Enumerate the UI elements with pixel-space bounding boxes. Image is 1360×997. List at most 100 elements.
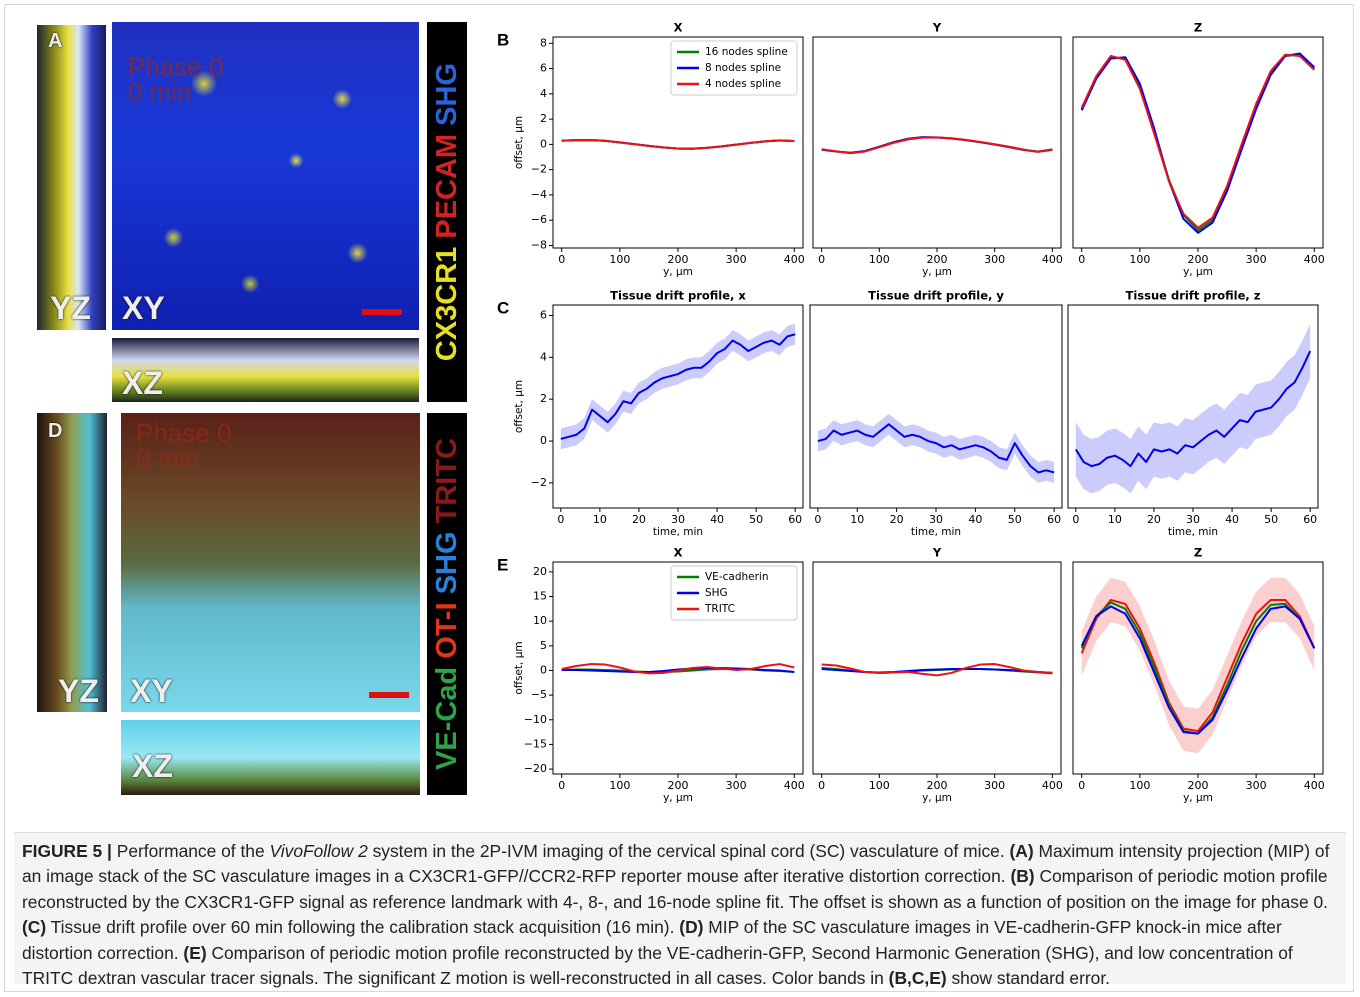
y-tick-label: −8 — [531, 238, 547, 251]
y-tick-label: 0 — [540, 663, 547, 676]
error-band — [1075, 323, 1311, 494]
x-tick-label: 200 — [668, 779, 689, 792]
panel-letter: D — [48, 420, 63, 442]
x-tick-label: 50 — [1264, 513, 1278, 526]
x-tick-label: 200 — [1188, 779, 1209, 792]
caption: FIGURE 5 | Performance of the VivoFollow… — [14, 832, 1346, 988]
legend-label: 8 nodes spline — [705, 62, 781, 74]
x-tick-label: 10 — [593, 513, 607, 526]
caption-text: Performance of the — [111, 841, 270, 861]
y-axis-label: offset, μm — [513, 116, 525, 169]
x-tick-label: 60 — [1303, 513, 1317, 526]
chart-title: Z — [1194, 546, 1202, 560]
x-tick-label: 300 — [1246, 253, 1267, 266]
x-tick-label: 0 — [558, 253, 565, 266]
x-axis-label: y, μm — [922, 792, 952, 804]
y-tick-label: 4 — [540, 87, 547, 100]
x-tick-label: 30 — [671, 513, 685, 526]
image-xy — [112, 22, 419, 330]
y-tick-label: 5 — [540, 639, 547, 652]
y-tick-label: −5 — [531, 688, 547, 701]
x-axis-label: y, μm — [1183, 266, 1213, 278]
y-tick-label: 2 — [540, 112, 547, 125]
legend-label: 16 nodes spline — [705, 46, 788, 58]
x-tick-label: 0 — [1072, 513, 1079, 526]
caption-text: system in the 2P-IVM imaging of the cerv… — [367, 841, 1010, 861]
x-tick-label: 100 — [609, 253, 630, 266]
channel-legend: VE-Cad OT-I SHG TRITC — [427, 413, 467, 795]
y-axis-label: offset, μm — [513, 380, 525, 433]
image-xy — [121, 413, 420, 712]
x-tick-label: 200 — [927, 253, 948, 266]
y-tick-label: 4 — [540, 350, 547, 363]
caption-text: VivoFollow 2 — [269, 841, 368, 861]
view-label: XY — [122, 290, 165, 326]
series-line — [1080, 53, 1315, 232]
x-tick-label: 0 — [558, 779, 565, 792]
caption-text: (B) — [1010, 866, 1035, 887]
x-axis-label: y, μm — [663, 266, 693, 278]
image-yz — [37, 25, 106, 330]
channel-legend: CX3CR1 PECAM SHG — [427, 22, 467, 402]
y-tick-label: −2 — [531, 476, 547, 489]
x-tick-label: 10 — [1108, 513, 1122, 526]
x-tick-label: 20 — [1147, 513, 1161, 526]
view-label: YZ — [58, 673, 99, 709]
x-tick-label: 0 — [1078, 253, 1085, 266]
x-tick-label: 0 — [557, 513, 564, 526]
series-line — [560, 333, 796, 440]
scale-bar — [362, 309, 402, 315]
series-line — [561, 138, 795, 150]
x-tick-label: 300 — [984, 253, 1005, 266]
x-tick-label: 400 — [1042, 779, 1063, 792]
image-xz — [112, 338, 419, 402]
x-tick-label: 200 — [927, 779, 948, 792]
series-line — [1080, 53, 1315, 229]
x-tick-label: 50 — [1008, 513, 1022, 526]
x-tick-label: 50 — [749, 513, 763, 526]
x-tick-label: 400 — [1304, 779, 1325, 792]
axes-frame — [1072, 36, 1324, 249]
x-axis-label: time, min — [653, 526, 703, 538]
phase-label: Phase 0 — [128, 52, 224, 82]
scale-bar — [369, 692, 409, 698]
y-tick-label: −6 — [531, 213, 547, 226]
time-label: 0 min — [136, 443, 200, 473]
x-axis-label: y, μm — [922, 266, 952, 278]
x-tick-label: 0 — [818, 253, 825, 266]
x-tick-label: 300 — [984, 779, 1005, 792]
x-tick-label: 100 — [1129, 779, 1150, 792]
y-tick-label: 6 — [540, 62, 547, 75]
chart-title: Tissue drift profile, z — [1126, 289, 1261, 303]
legend-box — [670, 565, 798, 621]
x-tick-label: 300 — [1246, 779, 1267, 792]
y-axis-label: offset, μm — [513, 641, 525, 694]
image-xz — [121, 720, 420, 795]
view-label: XY — [130, 673, 173, 709]
caption-text: MIP of the SC vasculature images in VE-c… — [22, 917, 1282, 963]
phase-label: Phase 0 — [136, 418, 232, 448]
x-tick-label: 0 — [1078, 779, 1085, 792]
legend-label: SHG — [705, 587, 728, 599]
y-tick-label: −15 — [524, 737, 547, 750]
chart-title: Z — [1194, 21, 1202, 35]
error-band — [560, 323, 796, 450]
x-tick-label: 30 — [1186, 513, 1200, 526]
x-tick-label: 200 — [1188, 253, 1209, 266]
x-tick-label: 200 — [668, 253, 689, 266]
caption-text: Comparison of periodic motion profile re… — [22, 942, 1293, 989]
x-tick-label: 40 — [968, 513, 982, 526]
x-tick-label: 400 — [784, 253, 805, 266]
figure — [4, 4, 1354, 992]
x-tick-label: 60 — [1047, 513, 1061, 526]
chart-title: X — [674, 21, 683, 35]
y-tick-label: 15 — [533, 590, 547, 603]
error-band — [817, 413, 1055, 483]
series-line — [821, 136, 1053, 154]
panel-letter: C — [497, 298, 509, 317]
x-tick-label: 400 — [1304, 253, 1325, 266]
y-tick-label: 8 — [540, 36, 547, 49]
view-label: YZ — [50, 290, 91, 326]
axes-frame — [809, 304, 1063, 509]
